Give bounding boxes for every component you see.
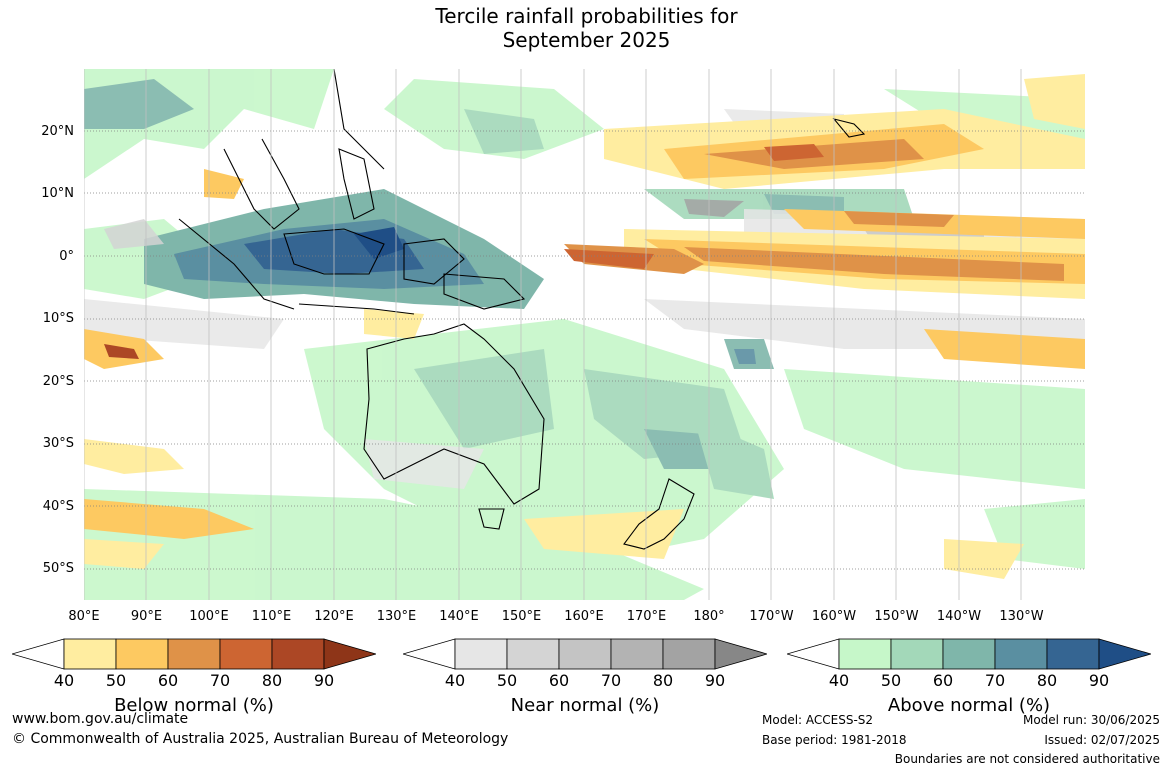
colorbar-tick: 60 xyxy=(157,671,179,690)
longitude-label: 140°E xyxy=(439,609,479,624)
colorbar-segment xyxy=(558,638,612,670)
colorbar-tick: 90 xyxy=(704,671,726,690)
base-period-text: Base period: 1981-2018 xyxy=(762,733,907,747)
model-text: Model: ACCESS-S2 xyxy=(762,713,874,727)
colorbar-over-triangle xyxy=(714,638,767,670)
longitude-label: 170°E xyxy=(626,609,667,624)
latitude-label: 40°S xyxy=(42,499,74,514)
title-line-1: Tercile rainfall probabilities for xyxy=(435,4,738,28)
colorbar-segment xyxy=(994,638,1048,670)
colorbar-tick: 50 xyxy=(496,671,518,690)
colorbar-segment xyxy=(63,638,117,670)
colorbar-segment xyxy=(942,638,996,670)
longitude-label: 160°W xyxy=(811,609,857,624)
colorbar-segment xyxy=(271,638,325,670)
colorbar-over-triangle xyxy=(323,638,376,670)
colorbar-tick: 80 xyxy=(1036,671,1058,690)
colorbar-tick: 80 xyxy=(261,671,283,690)
colorbar-segment xyxy=(167,638,221,670)
graticule xyxy=(84,130,1085,570)
colorbar-tick: 70 xyxy=(209,671,231,690)
latitude-label: 10°S xyxy=(42,311,74,326)
longitude-label: 90°E xyxy=(130,609,163,624)
latitude-label: 20°S xyxy=(42,374,74,389)
longitude-label: 160°E xyxy=(564,609,604,624)
longitude-label: 80°E xyxy=(68,609,100,624)
colorbar-tick: 50 xyxy=(880,671,902,690)
coastlines xyxy=(178,69,866,550)
colorbar-segment xyxy=(890,638,944,670)
longitude-label: 170°W xyxy=(749,609,794,624)
issued-text: Issued: 02/07/2025 xyxy=(1044,733,1160,747)
website-link[interactable]: www.bom.gov.au/climate xyxy=(12,711,189,727)
copyright-text: © Commonwealth of Australia 2025, Austra… xyxy=(12,731,509,747)
colorbar-tick: 90 xyxy=(313,671,335,690)
colorbar-tick: 40 xyxy=(444,671,466,690)
latitude-label: 30°S xyxy=(42,436,74,451)
latitude-label: 10°N xyxy=(41,186,74,201)
colorbar-under-triangle xyxy=(12,638,65,670)
colorbar-over-triangle xyxy=(1098,638,1151,670)
colorbar-title: Above normal (%) xyxy=(887,695,1051,716)
colorbar-under-triangle xyxy=(403,638,456,670)
disclaimer-text: Boundaries are not considered authoritat… xyxy=(894,752,1160,766)
colorbar-segment xyxy=(115,638,169,670)
colorbar-segment xyxy=(838,638,892,670)
longitude-label: 180° xyxy=(693,609,725,624)
colorbar-tick: 50 xyxy=(105,671,127,690)
meridians xyxy=(84,69,1022,600)
colorbar-tick: 70 xyxy=(984,671,1006,690)
colorbar-tick: 90 xyxy=(1088,671,1110,690)
longitude-label: 100°E xyxy=(189,609,229,624)
below-normal-field xyxy=(84,74,1085,579)
longitude-label: 150°E xyxy=(501,609,542,624)
colorbar-segment xyxy=(454,638,508,670)
colorbar xyxy=(12,638,376,670)
colorbar-tick: 40 xyxy=(828,671,850,690)
map-title: Tercile rainfall probabilities for Septe… xyxy=(0,4,1173,52)
colorbar-tick: 80 xyxy=(652,671,674,690)
colorbar-tick: 60 xyxy=(548,671,570,690)
model-run-text: Model run: 30/06/2025 xyxy=(1022,713,1160,727)
colorbar-title: Near normal (%) xyxy=(510,695,660,716)
longitude-label: 130°W xyxy=(999,609,1044,624)
colorbar-title: Below normal (%) xyxy=(114,695,274,716)
longitude-label: 120°E xyxy=(314,609,354,624)
longitude-label: 130°E xyxy=(376,609,417,624)
colorbar xyxy=(787,638,1151,670)
colorbar-under-triangle xyxy=(787,638,840,670)
colorbar-tick: 60 xyxy=(932,671,954,690)
colorbar xyxy=(403,638,767,670)
colorbar-segment xyxy=(219,638,273,670)
latitude-label: 20°N xyxy=(41,124,74,139)
colorbar-segment xyxy=(1046,638,1100,670)
colorbar-segment xyxy=(610,638,664,670)
latitude-label: 0° xyxy=(59,249,74,264)
colorbar-segment xyxy=(506,638,560,670)
probability-map xyxy=(84,69,1085,600)
colorbar-tick: 70 xyxy=(600,671,622,690)
latitude-label: 50°S xyxy=(42,561,74,576)
longitude-label: 150°W xyxy=(874,609,919,624)
colorbar-tick: 40 xyxy=(53,671,75,690)
title-line-2: September 2025 xyxy=(502,28,671,52)
colorbar-segment xyxy=(662,638,716,670)
longitude-label: 110°E xyxy=(251,609,292,624)
longitude-label: 140°W xyxy=(936,609,982,624)
